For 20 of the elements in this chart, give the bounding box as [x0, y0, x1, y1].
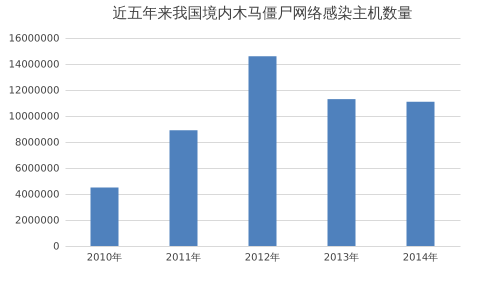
x-tick-label: 2012年	[244, 252, 280, 264]
chart-title: 近五年来我国境内木马僵尸网络感染主机数量	[112, 4, 412, 22]
x-tick-label: 2011年	[166, 252, 202, 264]
y-tick-label: 8000000	[14, 138, 60, 148]
bar	[328, 99, 356, 246]
y-tick-label: 14000000	[8, 60, 60, 70]
y-tick-label: 10000000	[8, 112, 60, 122]
bar	[406, 102, 434, 246]
y-tick-label: 4000000	[14, 190, 60, 200]
y-tick-label: 2000000	[14, 216, 60, 226]
x-tick-label: 2013年	[324, 252, 360, 264]
x-tick-label: 2014年	[402, 252, 438, 264]
bar	[248, 56, 276, 246]
bar	[90, 188, 118, 246]
x-tick-label: 2010年	[86, 252, 122, 264]
y-tick-label: 16000000	[8, 34, 60, 44]
y-tick-label: 12000000	[8, 86, 60, 96]
y-tick-label: 0	[53, 242, 60, 252]
y-tick-label: 6000000	[14, 164, 60, 174]
bar	[170, 130, 198, 246]
